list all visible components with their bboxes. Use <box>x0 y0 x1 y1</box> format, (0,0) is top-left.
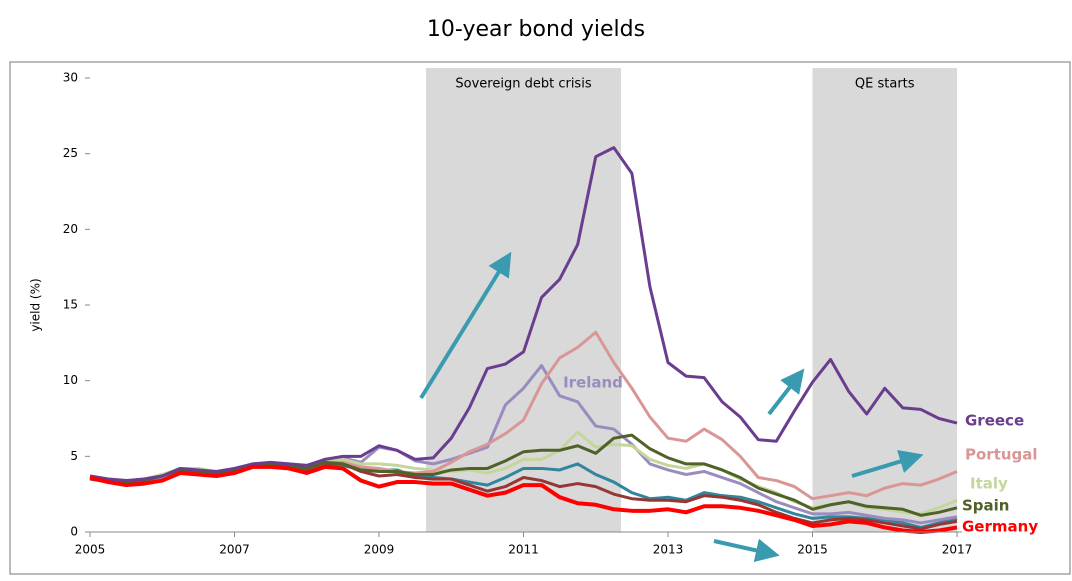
x-tick-label: 2017 <box>942 543 973 557</box>
x-tick-label: 2013 <box>653 543 684 557</box>
series-label: Spain <box>962 497 1009 515</box>
y-tick-label: 30 <box>63 71 78 85</box>
series-label: Italy <box>970 475 1008 493</box>
y-tick-label: 5 <box>70 449 78 463</box>
region-label: QE starts <box>855 77 915 92</box>
chart-title: 10-year bond yields <box>427 17 645 42</box>
x-tick-label: 2007 <box>219 543 250 557</box>
series-line <box>89 464 958 534</box>
shaded-region <box>812 68 957 532</box>
y-tick-label: 10 <box>63 373 78 387</box>
region-label: Sovereign debt crisis <box>455 77 591 92</box>
y-tick-label: 0 <box>70 525 78 539</box>
arrow <box>767 368 805 416</box>
arrow <box>419 251 512 400</box>
y-tick-label: 25 <box>63 146 78 160</box>
arrow <box>851 449 924 478</box>
lines <box>89 146 958 534</box>
shaded-region <box>425 68 622 532</box>
chart-frame <box>9 61 1071 575</box>
series-label: Portugal <box>965 446 1038 464</box>
series-line <box>89 146 958 483</box>
series-label: Germany <box>962 518 1038 536</box>
y-axis-label: yield (%) <box>29 278 43 331</box>
x-tick-label: 2011 <box>508 543 539 557</box>
arrows <box>419 251 924 563</box>
y-tick-label: 15 <box>63 298 78 312</box>
x-tick-label: 2015 <box>797 543 828 557</box>
arrow <box>713 538 780 563</box>
x-tick-label: 2009 <box>364 543 395 557</box>
shaded-regions: Sovereign debt crisis QE starts <box>425 68 957 532</box>
y-tick-label: 20 <box>63 222 78 236</box>
series-label: Ireland <box>563 374 623 392</box>
series-label: Greece <box>965 412 1024 430</box>
x-tick-label: 2005 <box>75 543 106 557</box>
